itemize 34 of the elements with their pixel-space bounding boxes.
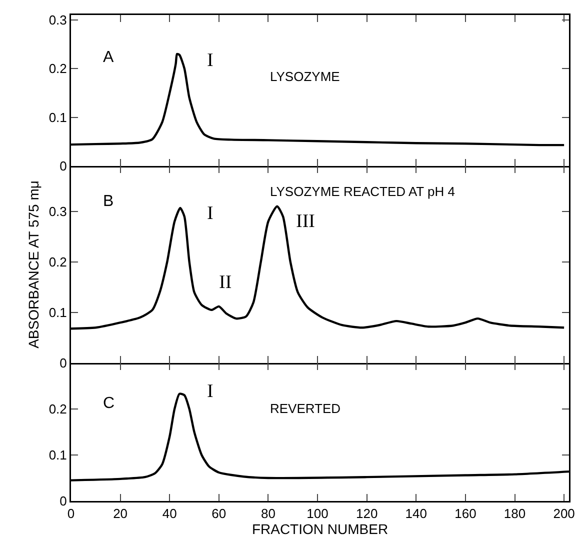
x-tick-label: 200 <box>553 506 575 522</box>
annotation: I <box>207 381 214 402</box>
annotation: A <box>103 49 114 66</box>
annotation: II <box>219 272 232 293</box>
annotation: I <box>207 50 214 71</box>
y-tick-label: 0.1 <box>48 448 67 463</box>
x-tick-label: 80 <box>260 506 276 522</box>
x-tick-label: 120 <box>356 506 378 522</box>
x-tick-label: 20 <box>113 506 128 522</box>
x-tick-label: 100 <box>306 506 328 522</box>
y-tick-label: 0.3 <box>48 12 67 28</box>
x-tick-label: 60 <box>212 506 226 522</box>
y-tick-label: 0.2 <box>48 61 67 76</box>
y-tick-label: 0 <box>60 158 67 174</box>
annotation: III <box>296 211 315 232</box>
y-axis-title: ABSORBANCE AT 575 mμ <box>26 180 42 348</box>
y-tick-label: 0.1 <box>48 110 67 125</box>
y-tick-label: 0 <box>60 356 67 371</box>
y-tick-label: 0.1 <box>48 305 67 320</box>
annotation: C <box>103 395 115 412</box>
annotation: I <box>207 203 214 224</box>
y-tick-label: 0.2 <box>48 402 67 417</box>
x-tick-label: 180 <box>504 506 526 522</box>
annotation: LYSOZYME <box>270 69 340 84</box>
x-tick-label: 40 <box>162 506 177 522</box>
x-axis-title: FRACTION NUMBER <box>252 521 388 538</box>
x-tick-label: 160 <box>454 506 476 522</box>
y-tick-label: 0.3 <box>48 204 67 220</box>
annotation: LYSOZYME REACTED AT pH 4 <box>270 184 455 199</box>
y-tick-label: 0 <box>60 494 67 509</box>
annotation: B <box>103 193 114 210</box>
annotation: REVERTED <box>270 401 341 416</box>
y-tick-label: 0.2 <box>48 254 67 270</box>
x-tick-label: 140 <box>405 506 427 522</box>
